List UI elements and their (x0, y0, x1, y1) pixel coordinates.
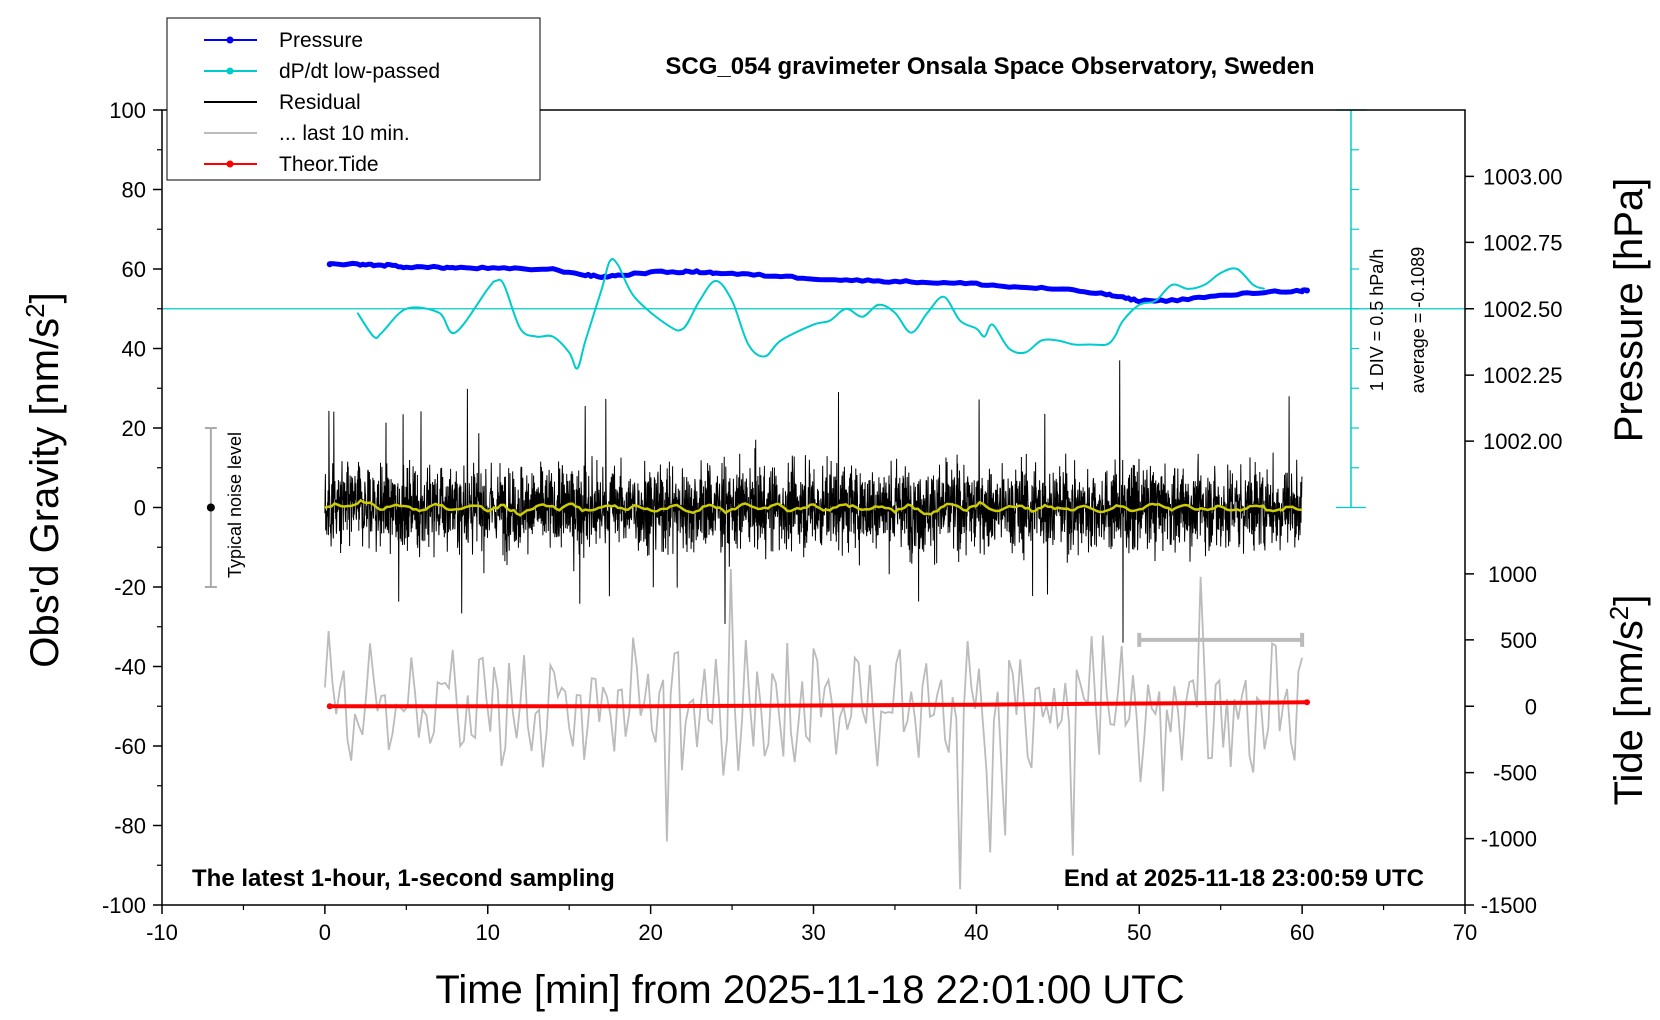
axes: -10 0 10 20 30 40 50 60 70100806040200-20-40-60-… (102, 98, 1563, 945)
pressure-tick-label: 1003.00 (1483, 164, 1563, 189)
theor-tide-line (329, 700, 1308, 709)
pressure-tick-label: 1002.25 (1483, 363, 1563, 388)
legend-pressure-label: Pressure (279, 29, 363, 52)
y-tick-label: 60 (122, 257, 146, 282)
x-tick-label: -10 (146, 920, 178, 945)
last-10-min-line (324, 568, 1303, 890)
legend-dp-dt-low-passed-label: dP/dt low-passed (279, 60, 440, 83)
residual-smoothed-line (324, 498, 1303, 517)
legend-last-10-min-label: ... last 10 min. (279, 122, 410, 145)
pressure-tick-label: 1002.50 (1483, 297, 1563, 322)
legend-box (166, 17, 541, 181)
dp-dt-low-passed-line (356, 258, 1266, 370)
y-tick-label: -60 (114, 734, 146, 759)
tide-tick-label: -500 (1493, 761, 1537, 786)
y-tick-label: 80 (122, 178, 146, 203)
plot-area (162, 109, 1465, 890)
chart-title: SCG_054 gravimeter Onsala Space Observat… (665, 53, 1314, 80)
pressure-tick-label: 1002.75 (1483, 230, 1563, 255)
legend-pressure-marker (226, 36, 234, 44)
pressure-line (329, 260, 1309, 305)
y-tick-label: 0 (134, 496, 146, 521)
legend-residual-label: Residual (279, 91, 361, 114)
theor-tide-end-marker (1304, 699, 1311, 706)
y-tick-label: -40 (114, 655, 146, 680)
annotation-bottom-left: The latest 1-hour, 1-second sampling (192, 865, 615, 892)
tide-tick-label: -1000 (1481, 827, 1537, 852)
dpdt-average-label: average = -0.1089 (1408, 247, 1428, 394)
y-tick-label: -20 (114, 575, 146, 600)
y-tick-label: -80 (114, 814, 146, 839)
pressure-tick-label: 1002.00 (1483, 429, 1563, 454)
x-axis-label: Time [min] from 2025-11-18 22:01:00 UTC (435, 968, 1184, 1012)
noise-level-label: Typical noise level (225, 432, 245, 578)
legend-theor-tide-marker (226, 160, 234, 168)
x-tick-label: 10 (476, 920, 500, 945)
x-tick-label: 70 (1453, 920, 1477, 945)
x-tick-label: 40 (964, 920, 988, 945)
y-axis-label-tide: Tide [nm/s2] (1604, 595, 1651, 806)
y-tick-label: 40 (122, 337, 146, 362)
dpdt-division-label: 1 DIV = 0.5 hPa/h (1367, 249, 1387, 392)
pressure-end-marker (1304, 287, 1311, 294)
y-tick-label: 100 (109, 98, 146, 123)
pressure-start-marker (326, 261, 333, 268)
x-tick-label: 20 (638, 920, 662, 945)
y-axis-label-left: Obs'd Gravity [nm/s2] (20, 292, 67, 668)
tide-tick-label: 0 (1525, 694, 1537, 719)
x-tick-label: 30 (801, 920, 825, 945)
y-tick-label: -100 (102, 893, 146, 918)
legend: Pressure dP/dt low-passed Residual ... last… (166, 17, 541, 181)
tide-tick-label: 1000 (1488, 562, 1537, 587)
noise-level-center-dot (206, 503, 215, 512)
legend-dp-dt-low-passed-marker (226, 67, 234, 75)
y-tick-label: 20 (122, 416, 146, 441)
tide-tick-label: 500 (1500, 628, 1537, 653)
legend-theor-tide-label: Theor.Tide (279, 153, 379, 176)
residual-line (324, 360, 1303, 643)
y-axis-label-pressure: Pressure [hPa] (1607, 178, 1651, 443)
annotation-bottom-right: End at 2025-11-18 23:00:59 UTC (1064, 865, 1424, 892)
x-tick-label: 50 (1127, 920, 1151, 945)
x-tick-label: 0 (319, 920, 331, 945)
tide-tick-label: -1500 (1481, 893, 1537, 918)
theor-tide-start-marker (326, 703, 333, 710)
x-tick-label: 60 (1290, 920, 1314, 945)
